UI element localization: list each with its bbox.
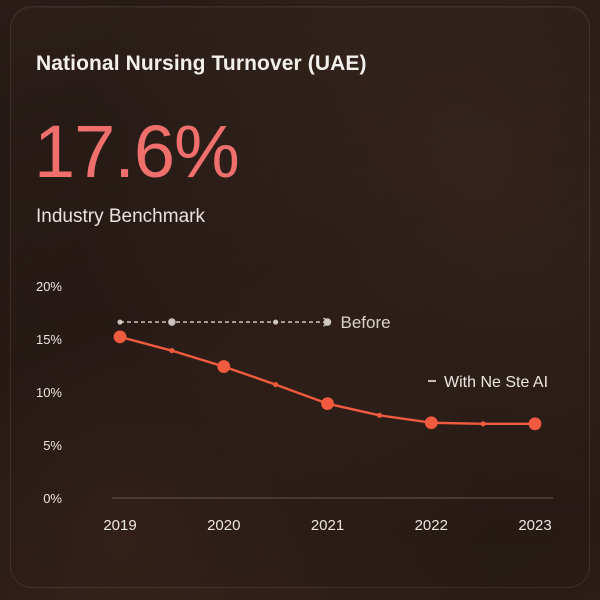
series-with-point xyxy=(113,330,127,344)
series-with-point xyxy=(217,360,231,373)
series-with-point xyxy=(528,417,542,431)
x-tick-label: 2023 xyxy=(518,517,551,534)
series-with-point xyxy=(376,412,382,418)
legend-with-label: With Ne Ste AI xyxy=(444,374,548,391)
series-before-point xyxy=(117,319,123,325)
axis-layer: 20% 15% 10% 5% 0% 2019 2020 2021 2022 2023 xyxy=(36,279,552,534)
y-tick-label: 20% xyxy=(36,279,62,294)
kpi-label: Industry Benchmark xyxy=(36,206,205,227)
series-before-arrow xyxy=(323,317,331,327)
series-before-point xyxy=(273,319,279,325)
turnover-card xyxy=(10,6,590,588)
series-with-point xyxy=(169,348,175,354)
series-before-point xyxy=(168,318,176,326)
x-tick-label: 2019 xyxy=(103,517,136,534)
y-tick-label: 15% xyxy=(36,332,62,347)
x-tick-label: 2022 xyxy=(415,517,448,534)
card-title: National Nursing Turnover (UAE) xyxy=(36,52,367,75)
series-with-point xyxy=(424,416,438,430)
kpi-value: 17.6% xyxy=(34,110,240,193)
y-tick-label: 10% xyxy=(36,385,62,400)
series-with-point xyxy=(321,397,334,411)
legend-layer: Before With Ne Ste AI xyxy=(341,313,549,391)
x-tick-label: 2021 xyxy=(311,517,344,534)
y-tick-label: 0% xyxy=(43,491,62,506)
series-with-point xyxy=(480,421,486,427)
series-layer xyxy=(113,317,542,431)
legend-before-label: Before xyxy=(341,313,391,332)
y-tick-label: 5% xyxy=(43,438,62,453)
series-with-point xyxy=(273,381,279,388)
x-tick-label: 2020 xyxy=(207,517,240,534)
